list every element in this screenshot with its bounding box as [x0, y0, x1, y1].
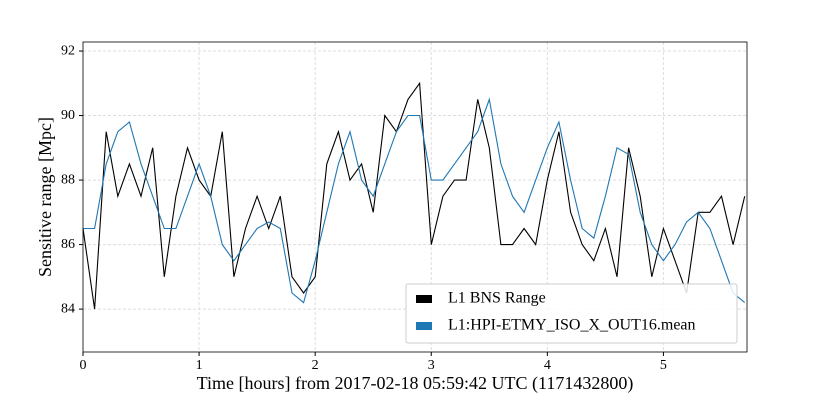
plot-frame [82, 41, 748, 353]
x-tick-label: 1 [196, 358, 203, 373]
y-tick-label: 86 [61, 237, 75, 252]
y-tick-label: 90 [61, 108, 75, 123]
y-tick-label: 84 [61, 301, 75, 316]
x-tick-label: 3 [428, 358, 435, 373]
legend-swatch [416, 295, 432, 303]
legend-box [405, 283, 738, 344]
series-line [82, 81, 746, 310]
legend-label: L1:HPI-ETMY_ISO_X_OUT16.mean [448, 317, 696, 334]
x-tick-label: 0 [80, 358, 87, 373]
y-axis-label: Sensitive range [Mpc] [35, 117, 55, 277]
legend-swatch [416, 322, 432, 330]
x-tick-label: 2 [312, 358, 319, 373]
x-tick-label: 4 [544, 358, 551, 373]
legend-label: L1 BNS Range [448, 290, 546, 307]
y-tick-label: 92 [61, 43, 75, 58]
x-tick-label: 5 [660, 358, 667, 373]
series-line [83, 97, 746, 304]
x-axis-label: Time [hours] from 2017-02-18 05:59:42 UT… [197, 373, 634, 394]
y-tick-label: 88 [61, 172, 75, 187]
